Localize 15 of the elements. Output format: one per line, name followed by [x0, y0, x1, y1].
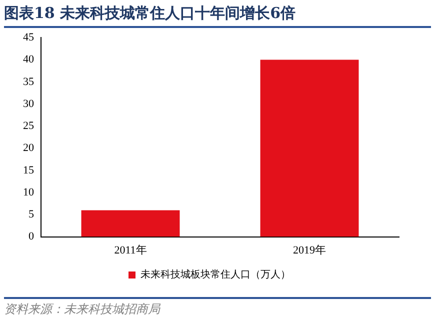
- x-tick-label: 2011年: [114, 244, 147, 256]
- y-tick-label: 5: [28, 208, 34, 221]
- y-tick-label: 10: [23, 186, 34, 198]
- y-tick-label: 45: [23, 31, 34, 44]
- text: 资料来源：未来科技城招商局: [4, 297, 431, 318]
- x-tick-label: 2019年: [293, 244, 326, 256]
- y-tick-label: 35: [23, 76, 34, 88]
- y-tick-label: 40: [23, 54, 34, 66]
- y-tick-label: 25: [23, 120, 34, 132]
- chart-title: 图表18 未来科技城常住人口十年间增长6倍: [4, 4, 431, 28]
- y-tick-label: 15: [23, 164, 34, 176]
- y-tick-label: 30: [23, 98, 34, 110]
- y-tick-label: 20: [23, 142, 34, 154]
- y-tick-label: 0: [28, 230, 34, 243]
- legend-label: 未来科技城板块常住人口（万人）: [140, 268, 290, 281]
